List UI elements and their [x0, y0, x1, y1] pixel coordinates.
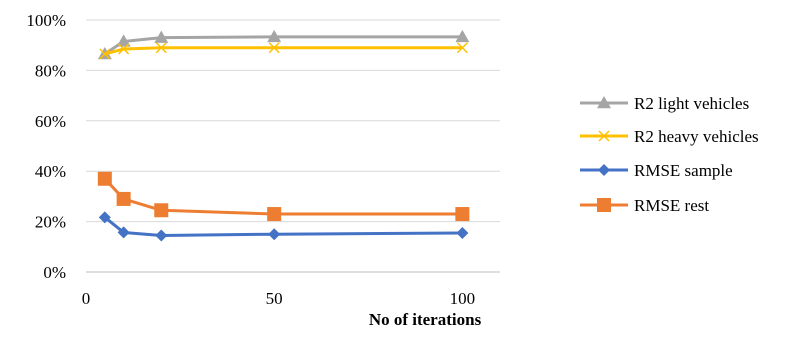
y-axis-ticks: 0% 20% 40% 60% 80% 100%	[26, 11, 66, 282]
legend: R2 light vehicles R2 heavy vehicles RMSE s…	[580, 94, 759, 215]
data-point-rmse-rest	[455, 207, 470, 222]
series-rmse-sample	[98, 211, 469, 242]
data-point-rmse-sample	[268, 228, 281, 241]
data-point-rmse-rest	[116, 191, 131, 206]
data-point-rmse-sample	[117, 226, 130, 239]
legend-item-rmse-sample: RMSE sample	[580, 161, 733, 180]
grid-lines	[86, 19, 500, 223]
data-point-r2-light-vehicles	[455, 29, 470, 43]
legend-label: R2 heavy vehicles	[634, 127, 759, 146]
series-r2-light-vehicles	[97, 29, 470, 60]
y-tick-label: 40%	[35, 162, 66, 181]
x-tick-label: 0	[82, 289, 91, 308]
legend-label: RMSE rest	[634, 196, 709, 215]
legend-marker	[598, 164, 610, 176]
legend-item-rmse-rest: RMSE rest	[580, 196, 709, 215]
y-tick-label: 20%	[35, 213, 66, 232]
x-axis-ticks: 0 50 100	[82, 289, 475, 308]
x-tick-label: 100	[450, 289, 476, 308]
legend-marker	[597, 96, 611, 109]
x-tick-label: 50	[266, 289, 283, 308]
data-point-rmse-sample	[98, 211, 111, 224]
data-point-rmse-sample	[456, 226, 469, 239]
data-point-r2-light-vehicles	[116, 34, 131, 47]
y-tick-label: 0%	[43, 263, 66, 282]
data-point-r2-heavy-vehicles	[456, 42, 468, 54]
legend-label: R2 light vehicles	[634, 94, 749, 113]
data-point-r2-heavy-vehicles	[155, 42, 167, 54]
series-rmse-rest	[97, 171, 470, 222]
x-axis-title: No of iterations	[369, 310, 482, 329]
y-tick-label: 80%	[35, 61, 66, 80]
data-point-rmse-rest	[267, 207, 282, 222]
legend-item-r2-light-vehicles: R2 light vehicles	[580, 94, 749, 113]
data-point-rmse-sample	[155, 229, 168, 242]
data-point-r2-light-vehicles	[154, 30, 169, 43]
legend-marker	[598, 130, 610, 142]
legend-item-r2-heavy-vehicles: R2 heavy vehicles	[580, 127, 759, 146]
legend-label: RMSE sample	[634, 161, 733, 180]
data-point-r2-light-vehicles	[267, 29, 282, 43]
plot-area	[97, 29, 470, 242]
y-tick-label: 100%	[26, 11, 66, 30]
data-point-r2-heavy-vehicles	[268, 42, 280, 54]
data-point-rmse-rest	[154, 203, 169, 218]
data-point-r2-heavy-vehicles	[99, 48, 111, 60]
data-point-rmse-rest	[97, 171, 112, 186]
legend-marker	[597, 198, 611, 212]
y-tick-label: 60%	[35, 112, 66, 131]
series-r2-heavy-vehicles	[99, 42, 468, 60]
data-point-r2-heavy-vehicles	[118, 43, 130, 55]
